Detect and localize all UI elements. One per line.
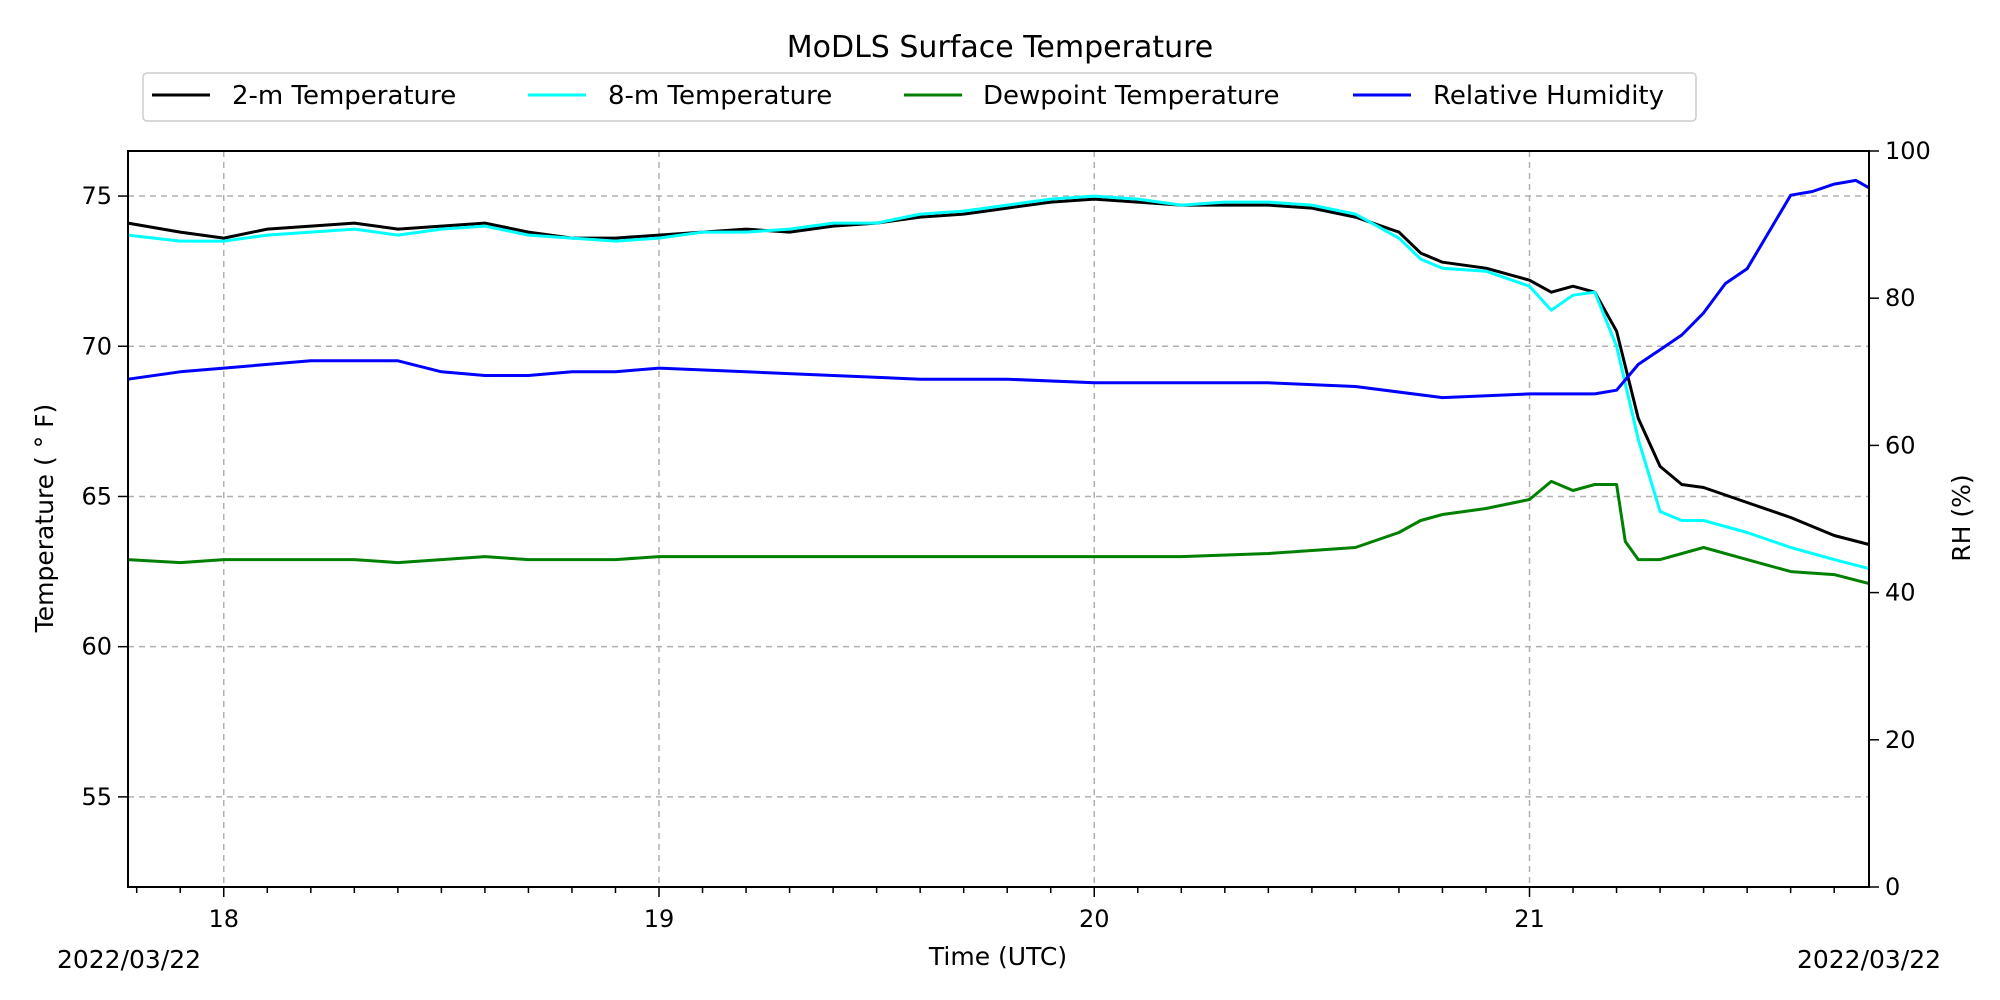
legend-label: 8-m Temperature bbox=[608, 81, 832, 111]
grid bbox=[128, 151, 1869, 887]
legend-entry-dewpoint-temperature: Dewpoint Temperature bbox=[904, 81, 1280, 111]
legend: 2-m Temperature 8-m Temperature Dewpoint… bbox=[142, 72, 1697, 122]
axes: 18 19 20 21 55 60 65 70 75 0 20 40 60 80 100 bbox=[81, 137, 1930, 933]
plot-area bbox=[127, 178, 1870, 586]
y-tick-label: 70 bbox=[81, 332, 112, 360]
plot-frame bbox=[127, 150, 1870, 888]
y2-axis-label: RH (%) bbox=[1947, 474, 1976, 561]
y2-tick-label: 0 bbox=[1885, 873, 1900, 901]
end-date-label: 2022/03/22 bbox=[1797, 945, 1941, 974]
x-tick-label: 18 bbox=[208, 905, 239, 933]
y-axis-label: Temperature ( ° F) bbox=[30, 404, 59, 634]
chart-title: MoDLS Surface Temperature bbox=[787, 30, 1214, 65]
y2-tick-label: 80 bbox=[1885, 284, 1916, 312]
y2-tick-label: 20 bbox=[1885, 726, 1916, 754]
legend-label: 2-m Temperature bbox=[232, 81, 456, 111]
y-tick-label: 60 bbox=[81, 633, 112, 661]
legend-entry-2m-temperature: 2-m Temperature bbox=[152, 81, 456, 111]
legend-box bbox=[142, 72, 1697, 122]
x-tick-label: 20 bbox=[1079, 905, 1110, 933]
x-tick-label: 19 bbox=[644, 905, 675, 933]
legend-label: Dewpoint Temperature bbox=[983, 81, 1280, 111]
y-tick-label: 75 bbox=[81, 182, 112, 210]
legend-entry-8m-temperature: 8-m Temperature bbox=[528, 81, 832, 111]
y2-tick-label: 40 bbox=[1885, 579, 1916, 607]
start-date-label: 2022/03/22 bbox=[57, 945, 201, 974]
y2-tick-label: 60 bbox=[1885, 431, 1916, 459]
series-line-8-m-temperature bbox=[127, 194, 1870, 571]
series-line-dewpoint-temperature bbox=[127, 479, 1870, 586]
series-line-2-m-temperature bbox=[127, 197, 1870, 546]
y-tick-label: 55 bbox=[81, 783, 112, 811]
x-axis-label: Time (UTC) bbox=[928, 942, 1067, 971]
legend-entry-relative-humidity: Relative Humidity bbox=[1353, 81, 1664, 111]
series-line-relative-humidity bbox=[127, 178, 1870, 400]
y2-tick-label: 100 bbox=[1885, 137, 1931, 165]
y-tick-label: 65 bbox=[81, 482, 112, 510]
x-tick-label: 21 bbox=[1514, 905, 1545, 933]
legend-label: Relative Humidity bbox=[1433, 81, 1664, 111]
